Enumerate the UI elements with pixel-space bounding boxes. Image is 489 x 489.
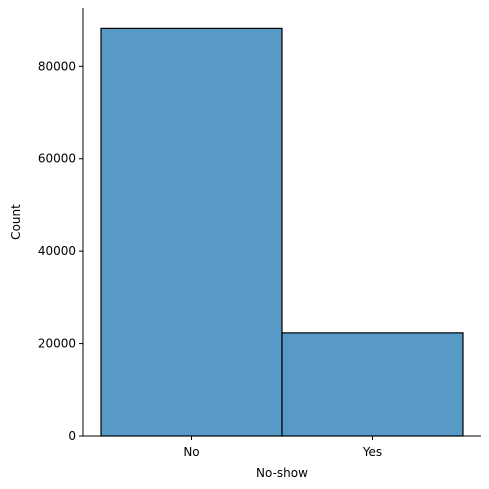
bars-group (100, 27, 464, 437)
y-tick-label: 80000 (38, 59, 76, 73)
x-tick-label: No (183, 445, 199, 459)
x-ticks: No Yes (183, 436, 382, 459)
x-axis-label: No-show (256, 466, 308, 480)
y-tick-label: 20000 (38, 337, 76, 351)
y-axis-label: Count (9, 204, 23, 240)
y-ticks: 0 20000 40000 60000 80000 (38, 59, 83, 443)
x-tick-label: Yes (362, 445, 382, 459)
bar-yes (281, 332, 464, 437)
y-tick-label: 60000 (38, 152, 76, 166)
y-tick-label: 40000 (38, 244, 76, 258)
axes-group (82, 8, 481, 437)
y-tick-label: 0 (68, 429, 76, 443)
bar-no (100, 27, 283, 437)
